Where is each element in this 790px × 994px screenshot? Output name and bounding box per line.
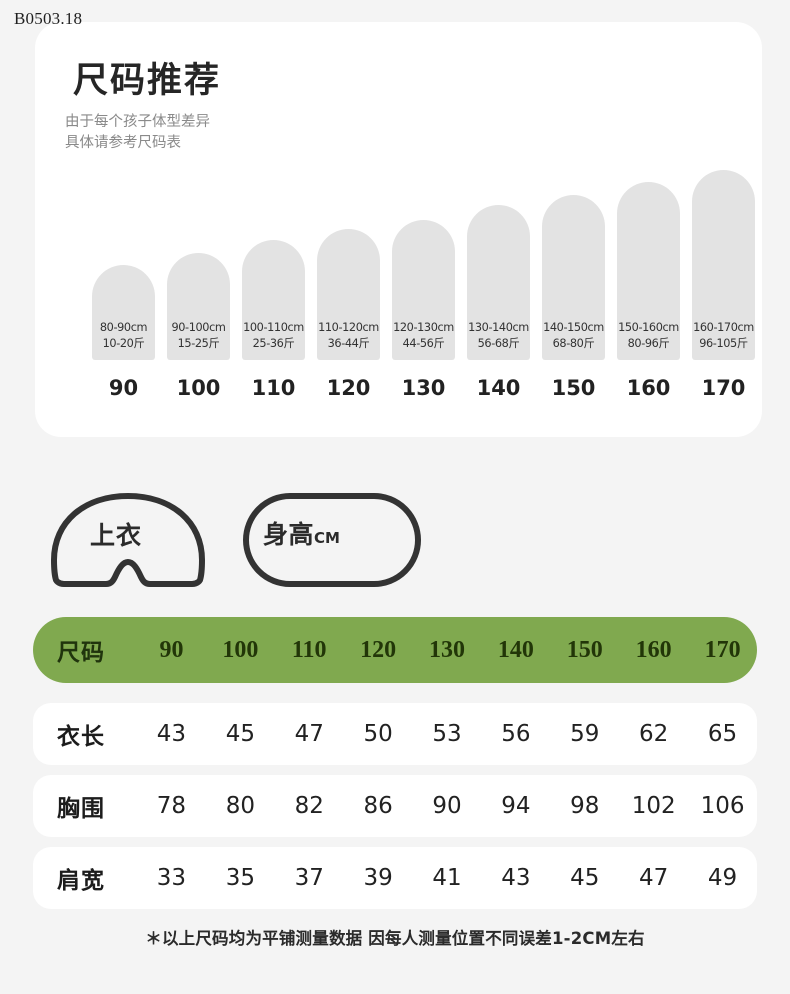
- table-cell: 102: [631, 793, 676, 819]
- table-row: 胸围 78 80 82 86 90 94 98 102 106: [33, 775, 757, 837]
- bar-column: 90-100cm 15-25斤 100: [167, 132, 230, 407]
- size-header-cell: 130: [429, 636, 465, 663]
- size-table-header-row: 尺码 90 100 110 120 130 140 150 160 170: [33, 617, 757, 683]
- bar-shape: [542, 195, 605, 360]
- table-cell: 39: [363, 865, 393, 891]
- bar-shape: [467, 205, 530, 360]
- bar-size-label: 130: [401, 376, 446, 400]
- table-cell: 59: [570, 721, 600, 747]
- table-cell: 45: [570, 865, 600, 891]
- table-cell: 80: [225, 793, 255, 819]
- bar-column: 80-90cm 10-20斤 90: [92, 132, 155, 407]
- size-header-cell: 160: [635, 636, 672, 663]
- bar-range-label: 100-110cm 25-36斤: [243, 321, 304, 350]
- bar-shape: [167, 253, 230, 360]
- bar-shape: [92, 265, 155, 360]
- table-row: 衣长 43 45 47 50 53 56 59 62 65: [33, 703, 757, 765]
- bar-range-label: 160-170cm 96-105斤: [693, 321, 754, 350]
- table-cell: 35: [225, 865, 255, 891]
- page-subtitle: 由于每个孩子体型差异 具体请参考尺码表: [65, 114, 210, 151]
- size-header-label: 尺码: [57, 640, 105, 666]
- bar-column: 130-140cm 56-68斤 140: [467, 132, 530, 407]
- bar-range-label: 90-100cm 15-25斤: [171, 321, 226, 350]
- table-cell: 50: [363, 721, 393, 747]
- bar-size-label: 170: [701, 376, 746, 400]
- table-cell: 90: [432, 793, 462, 819]
- size-header-cell: 100: [222, 636, 259, 663]
- height-badge-unit: CM: [314, 529, 340, 547]
- row-label: 衣长: [57, 724, 105, 750]
- table-cell: 47: [639, 865, 669, 891]
- bar-range-label: 120-130cm 44-56斤: [393, 321, 454, 350]
- badges-shapes: [51, 493, 421, 587]
- table-cell: 53: [432, 721, 462, 747]
- bar-range-label: 150-160cm 80-96斤: [618, 321, 679, 350]
- bar-range-label: 110-120cm 36-44斤: [318, 321, 379, 350]
- measurement-footnote: ＊以上尺码均为平铺测量数据 因每人测量位置不同误差1-2CM左右: [145, 929, 645, 948]
- bar-size-label: 110: [251, 376, 296, 400]
- table-cell: 98: [570, 793, 600, 819]
- table-cell: 33: [156, 865, 187, 891]
- size-header-cell: 110: [291, 636, 327, 663]
- size-header-cell: 140: [497, 636, 534, 663]
- bar-size-label: 160: [626, 376, 671, 400]
- table-cell: 82: [294, 793, 324, 819]
- bar-column: 120-130cm 44-56斤 130: [392, 132, 455, 407]
- bar-column: 150-160cm 80-96斤 160: [617, 132, 680, 407]
- row-label: 胸围: [57, 796, 105, 822]
- category-badges: 上衣 身高CM: [50, 488, 450, 588]
- table-cell: 56: [501, 721, 531, 747]
- table-cell: 49: [707, 865, 738, 891]
- table-cell: 37: [294, 865, 324, 891]
- bar-column: 100-110cm 25-36斤 110: [242, 132, 305, 407]
- table-cell: 43: [156, 721, 187, 747]
- product-code: B0503.18: [14, 9, 83, 28]
- table-cell: 94: [501, 793, 531, 819]
- bar-shape: [317, 229, 380, 360]
- bar-size-label: 140: [476, 376, 521, 400]
- bar-size-label: 90: [108, 376, 139, 400]
- table-cell: 62: [639, 721, 669, 747]
- size-header-cell: 170: [704, 636, 741, 663]
- bar-size-label: 100: [176, 376, 221, 400]
- table-cell: 78: [156, 793, 187, 819]
- row-label: 肩宽: [57, 868, 105, 894]
- garment-badge-shape: [51, 493, 205, 587]
- bar-column: 110-120cm 36-44斤 120: [317, 132, 380, 407]
- table-cell: 47: [294, 721, 324, 747]
- size-header-cell: 150: [566, 636, 603, 663]
- bar-range-label: 140-150cm 68-80斤: [543, 321, 604, 350]
- bar-shape: [692, 170, 755, 360]
- page-title: 尺码推荐: [73, 61, 222, 101]
- bar-range-label: 130-140cm 56-68斤: [468, 321, 529, 350]
- height-badge-text: 身高: [263, 520, 315, 549]
- table-cell: 45: [225, 721, 255, 747]
- table-row: 肩宽 33 35 37 39 41 43 45 47 49: [33, 847, 757, 909]
- table-cell: 41: [432, 865, 462, 891]
- bar-column: 140-150cm 68-80斤 150: [542, 132, 605, 407]
- size-recommendation-card: 尺码推荐 由于每个孩子体型差异 具体请参考尺码表 80-90cm 10-20斤 9…: [35, 22, 762, 437]
- size-header-cell: 120: [360, 636, 397, 663]
- size-header-cell: 90: [159, 636, 184, 663]
- height-badge-label: 身高CM: [263, 515, 340, 551]
- table-cell: 65: [707, 721, 738, 747]
- table-cell: 106: [700, 793, 745, 819]
- height-badge-shape: [243, 493, 421, 587]
- bar-column: 160-170cm 96-105斤 170: [692, 132, 755, 407]
- bar-shape: [242, 240, 305, 360]
- height-bar-chart: 80-90cm 10-20斤 90 90-100cm 15-25斤 100 100-11…: [57, 132, 755, 407]
- bar-size-label: 150: [551, 376, 596, 400]
- bar-shape: [392, 220, 455, 360]
- bar-size-label: 120: [326, 376, 371, 400]
- bar-range-label: 80-90cm 10-20斤: [99, 321, 148, 350]
- bar-shape: [617, 182, 680, 360]
- garment-badge-label: 上衣: [90, 521, 143, 550]
- table-cell: 43: [501, 865, 531, 891]
- table-cell: 86: [363, 793, 393, 819]
